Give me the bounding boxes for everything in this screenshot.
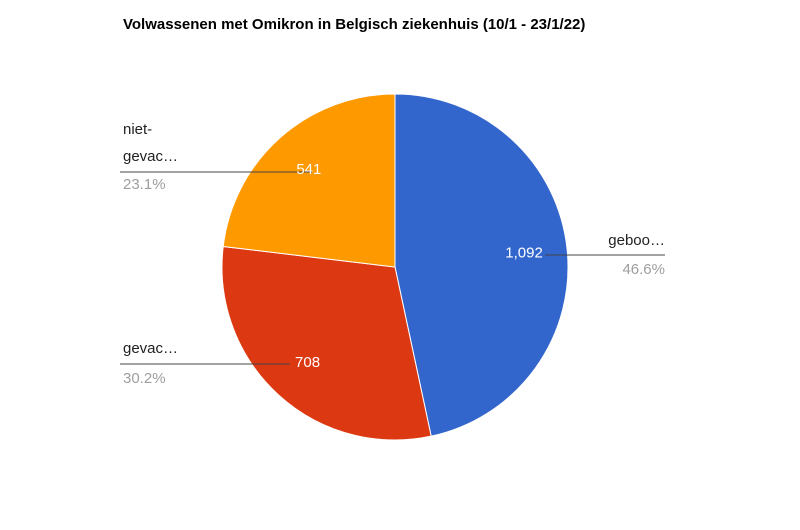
pie-slice <box>221 245 432 441</box>
value-label: 1,092 <box>505 244 543 261</box>
percent-label: 23.1% <box>123 176 166 193</box>
slice-label: niet-gevac… <box>123 121 179 165</box>
value-label: 708 <box>295 354 320 371</box>
pie-slice <box>222 93 396 268</box>
value-label: 541 <box>296 161 321 178</box>
slice-label: gevac… <box>123 340 179 357</box>
percent-label: 46.6% <box>622 261 665 278</box>
percent-label: 30.2% <box>123 370 166 387</box>
chart-title: Volwassenen met Omikron in Belgisch ziek… <box>123 16 586 33</box>
pie-slice <box>394 93 569 437</box>
slice-label: geboo… <box>608 232 665 249</box>
